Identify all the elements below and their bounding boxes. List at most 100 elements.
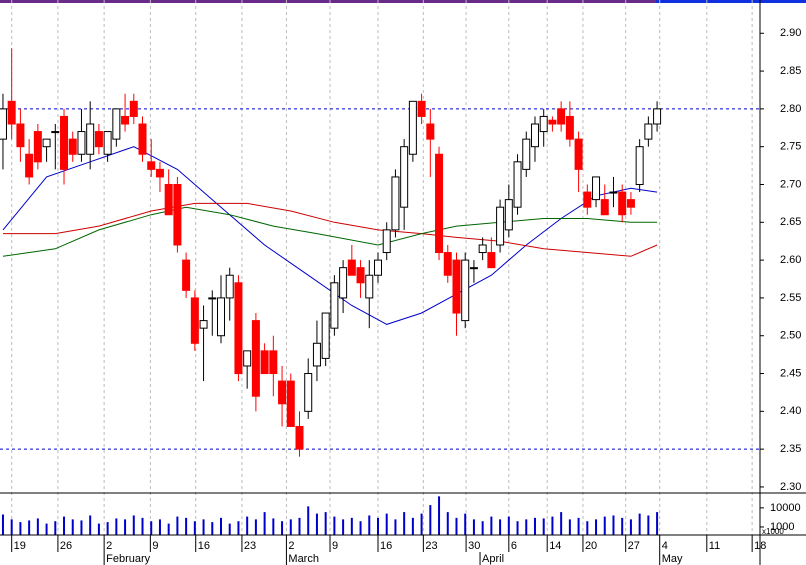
volume-bar [394, 519, 397, 535]
candle-body [94, 131, 103, 148]
volume-bar [115, 518, 118, 535]
x-tick-label: 19 [14, 540, 26, 552]
candle-body [7, 100, 16, 125]
candle-body [600, 199, 609, 216]
candle-body [251, 320, 260, 397]
volume-bar [246, 516, 249, 535]
volume-bar [499, 519, 502, 535]
candle-body [278, 380, 287, 405]
volume-bar [202, 519, 205, 535]
candle-body [86, 123, 95, 155]
volume-bar [551, 516, 554, 535]
volume-bar [263, 512, 266, 535]
candle-body [182, 259, 191, 291]
volume-bar [403, 512, 406, 535]
y-tick-label: 2.85 [780, 65, 801, 77]
volume-bar [132, 515, 135, 535]
candle-body [635, 146, 644, 185]
volume-bar [638, 513, 641, 535]
y-tick-label: 2.35 [780, 443, 801, 455]
volume-bar [455, 517, 458, 535]
y-tick-label: 2.75 [780, 141, 801, 153]
volume-bar [577, 517, 580, 535]
y-tick-label: 2.80 [780, 103, 801, 115]
volume-bar [10, 519, 13, 535]
candle-body [25, 153, 34, 178]
candle-body [321, 312, 330, 359]
y-tick-label: 2.55 [780, 292, 801, 304]
month-label: February [106, 553, 151, 565]
volume-bar [542, 518, 545, 535]
volume-bar [533, 517, 536, 535]
x-tick-label: 2 [288, 540, 294, 552]
candle-body [487, 252, 496, 269]
x-tick-label: 16 [380, 540, 392, 552]
candle-body [147, 161, 156, 170]
candle-body [644, 123, 653, 140]
volume-bar [237, 521, 240, 535]
moving-average [3, 202, 658, 257]
volume-bar [45, 523, 48, 535]
candle-body [295, 425, 304, 450]
candle-body [155, 168, 164, 178]
candle-body [330, 282, 339, 329]
candle-body [312, 342, 321, 367]
candle-body [208, 297, 217, 300]
volume-bar [446, 512, 449, 535]
volume-bar [429, 505, 432, 535]
volume-bar [228, 523, 231, 535]
candle-body [478, 244, 487, 254]
y-tick-label: 2.30 [780, 481, 801, 493]
candle-body [112, 108, 121, 140]
x-tick-label: 16 [198, 540, 210, 552]
volume-tick-label: 10000 [770, 502, 801, 514]
candle-body [469, 267, 478, 270]
candle-body [417, 100, 426, 117]
volume-bar [481, 521, 484, 535]
y-tick-label: 2.45 [780, 367, 801, 379]
x-tick-label: 11 [709, 540, 720, 552]
volume-bar [307, 506, 310, 535]
volume-bar [342, 519, 345, 535]
candle-body [565, 115, 574, 140]
candle-body [574, 138, 583, 170]
candle-body [583, 191, 592, 208]
volume-bar [385, 513, 388, 535]
volume-bar [150, 521, 153, 535]
volume-bar [54, 521, 57, 535]
x-tick-label: 14 [549, 540, 561, 552]
volume-bar [472, 519, 475, 535]
candle-body [77, 131, 86, 155]
volume-bar [359, 521, 362, 535]
y-tick-label: 2.60 [780, 254, 801, 266]
candle-body [400, 146, 409, 208]
volume-bar [411, 517, 414, 535]
volume-bar [89, 515, 92, 535]
volume-bar [595, 519, 598, 535]
volume-bar [333, 516, 336, 535]
x-tick-label: 30 [468, 540, 480, 552]
volume-bar [28, 520, 31, 535]
candle-body [234, 282, 243, 375]
candle-body [199, 320, 208, 329]
volume-bar [621, 517, 624, 535]
candle-body [304, 373, 313, 412]
candle-body [103, 131, 112, 155]
candle-body [504, 199, 513, 231]
volume-bar [368, 515, 371, 535]
volume-bar [490, 516, 493, 535]
candle-body [260, 350, 269, 375]
candle-body [443, 252, 452, 276]
candle-body [609, 191, 618, 194]
x-tick-label: 6 [511, 540, 517, 552]
volume-bar [315, 513, 318, 535]
volume-bar [193, 521, 196, 535]
y-tick-label: 2.90 [780, 27, 801, 39]
volume-bar [185, 517, 188, 535]
volume-bar [167, 523, 170, 535]
volume-bar [647, 515, 650, 535]
volume-bar [124, 519, 127, 535]
x-tick-label: 27 [628, 540, 640, 552]
